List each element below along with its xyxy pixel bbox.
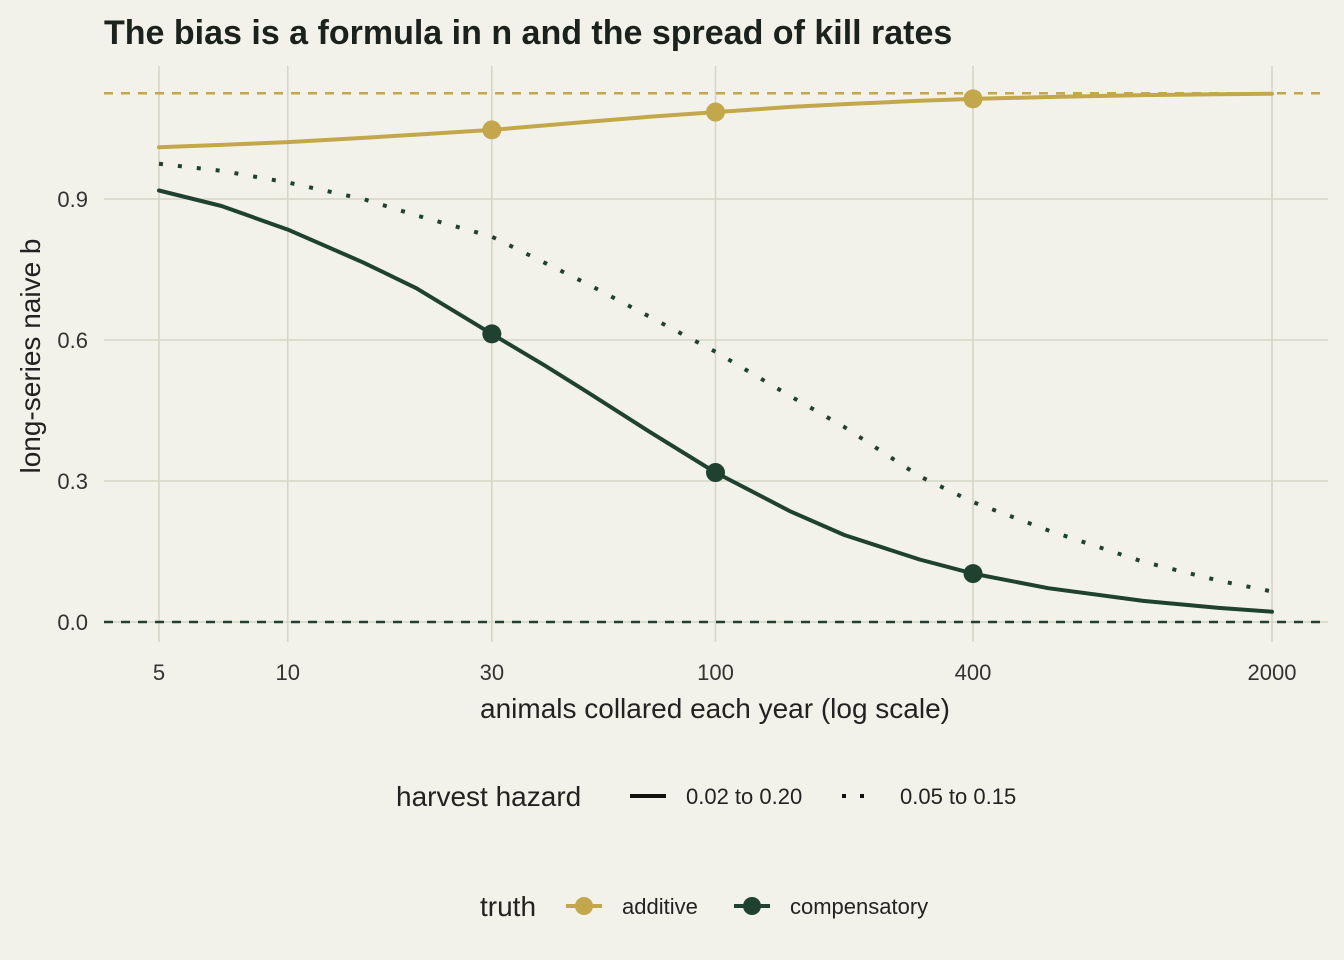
chart-title: The bias is a formula in n and the sprea… xyxy=(104,14,952,52)
legend-truth-title: truth xyxy=(480,891,536,922)
reference-lines xyxy=(104,92,1328,624)
point-additive-400 xyxy=(963,89,983,109)
legend-label-solid: 0.02 to 0.20 xyxy=(686,784,802,809)
legend-key-compensatory-point xyxy=(743,897,761,915)
y-tick-label-0: 0.0 xyxy=(57,610,88,635)
legend-label-additive: additive xyxy=(622,894,698,919)
series-line-compensatory-wide xyxy=(157,188,1274,614)
series-points xyxy=(482,89,983,584)
x-tick-label-10: 10 xyxy=(276,660,300,685)
x-tick-label-2000: 2000 xyxy=(1248,660,1297,685)
y-tick-label-0.3: 0.3 xyxy=(57,469,88,494)
legend-hazard-title: harvest hazard xyxy=(396,781,581,812)
point-additive-100 xyxy=(706,102,725,122)
legend-key-additive-point xyxy=(575,897,593,915)
x-tick-label-400: 400 xyxy=(955,660,992,685)
gridlines xyxy=(104,66,1328,642)
point-additive-30 xyxy=(482,120,502,140)
y-tick-label-0.6: 0.6 xyxy=(57,328,88,353)
legend-truth: truth additive compensatory xyxy=(480,891,928,922)
x-tick-labels: 5 10 30 100 400 2000 xyxy=(153,660,1297,685)
y-axis-title: long-series naive b xyxy=(15,238,46,473)
x-axis-title: animals collared each year (log scale) xyxy=(480,693,950,724)
legend-label-dotted: 0.05 to 0.15 xyxy=(900,784,1016,809)
point-compensatory-100 xyxy=(706,463,725,483)
x-tick-label-5: 5 xyxy=(153,660,165,685)
point-compensatory-30 xyxy=(482,324,502,344)
legend-harvest-hazard: harvest hazard 0.02 to 0.20 0.05 to 0.15 xyxy=(396,781,1016,812)
x-tick-label-100: 100 xyxy=(697,660,734,685)
y-tick-labels: 0.0 0.3 0.6 0.9 xyxy=(57,187,88,635)
legend-label-compensatory: compensatory xyxy=(790,894,928,919)
y-tick-label-0.9: 0.9 xyxy=(57,187,88,212)
point-compensatory-400 xyxy=(963,564,983,584)
x-tick-label-30: 30 xyxy=(480,660,504,685)
